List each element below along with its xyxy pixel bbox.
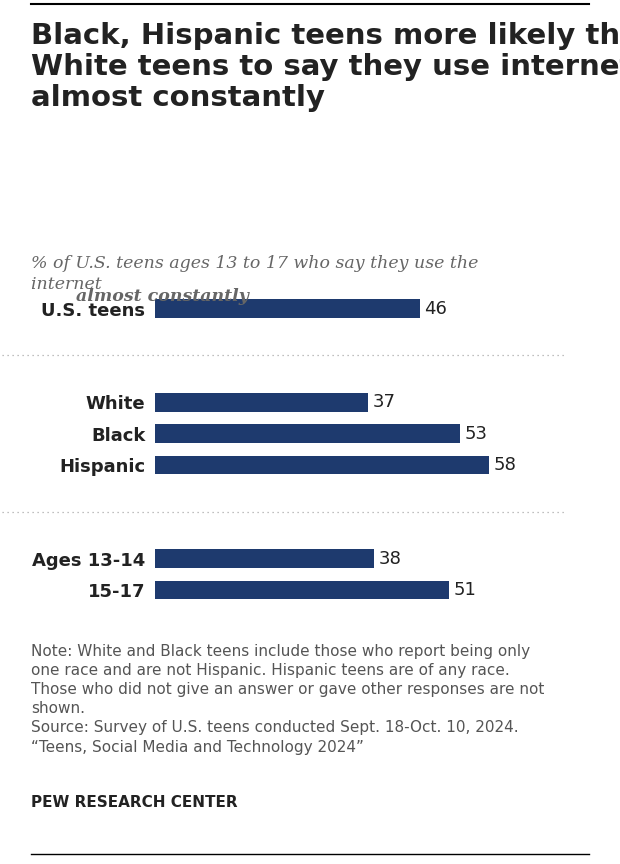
Bar [155, 299, 420, 318]
Bar [155, 424, 460, 443]
Bar [155, 393, 368, 412]
Text: 38: 38 [378, 550, 401, 568]
Text: almost constantly: almost constantly [76, 288, 249, 305]
Text: PEW RESEARCH CENTER: PEW RESEARCH CENTER [31, 795, 237, 810]
Text: 58: 58 [494, 456, 516, 474]
Bar [155, 581, 449, 600]
Text: % of U.S. teens ages 13 to 17 who say they use the
internet: % of U.S. teens ages 13 to 17 who say th… [31, 255, 479, 293]
Bar [155, 550, 374, 569]
Text: 46: 46 [425, 300, 447, 317]
Text: Note: White and Black teens include those who report being only
one race and are: Note: White and Black teens include thos… [31, 644, 544, 754]
Text: 53: 53 [465, 424, 488, 442]
Text: 37: 37 [373, 393, 396, 411]
Bar [155, 455, 489, 474]
Text: 51: 51 [453, 581, 476, 599]
Text: Black, Hispanic teens more likely than
White teens to say they use internet
almo: Black, Hispanic teens more likely than W… [31, 22, 620, 112]
